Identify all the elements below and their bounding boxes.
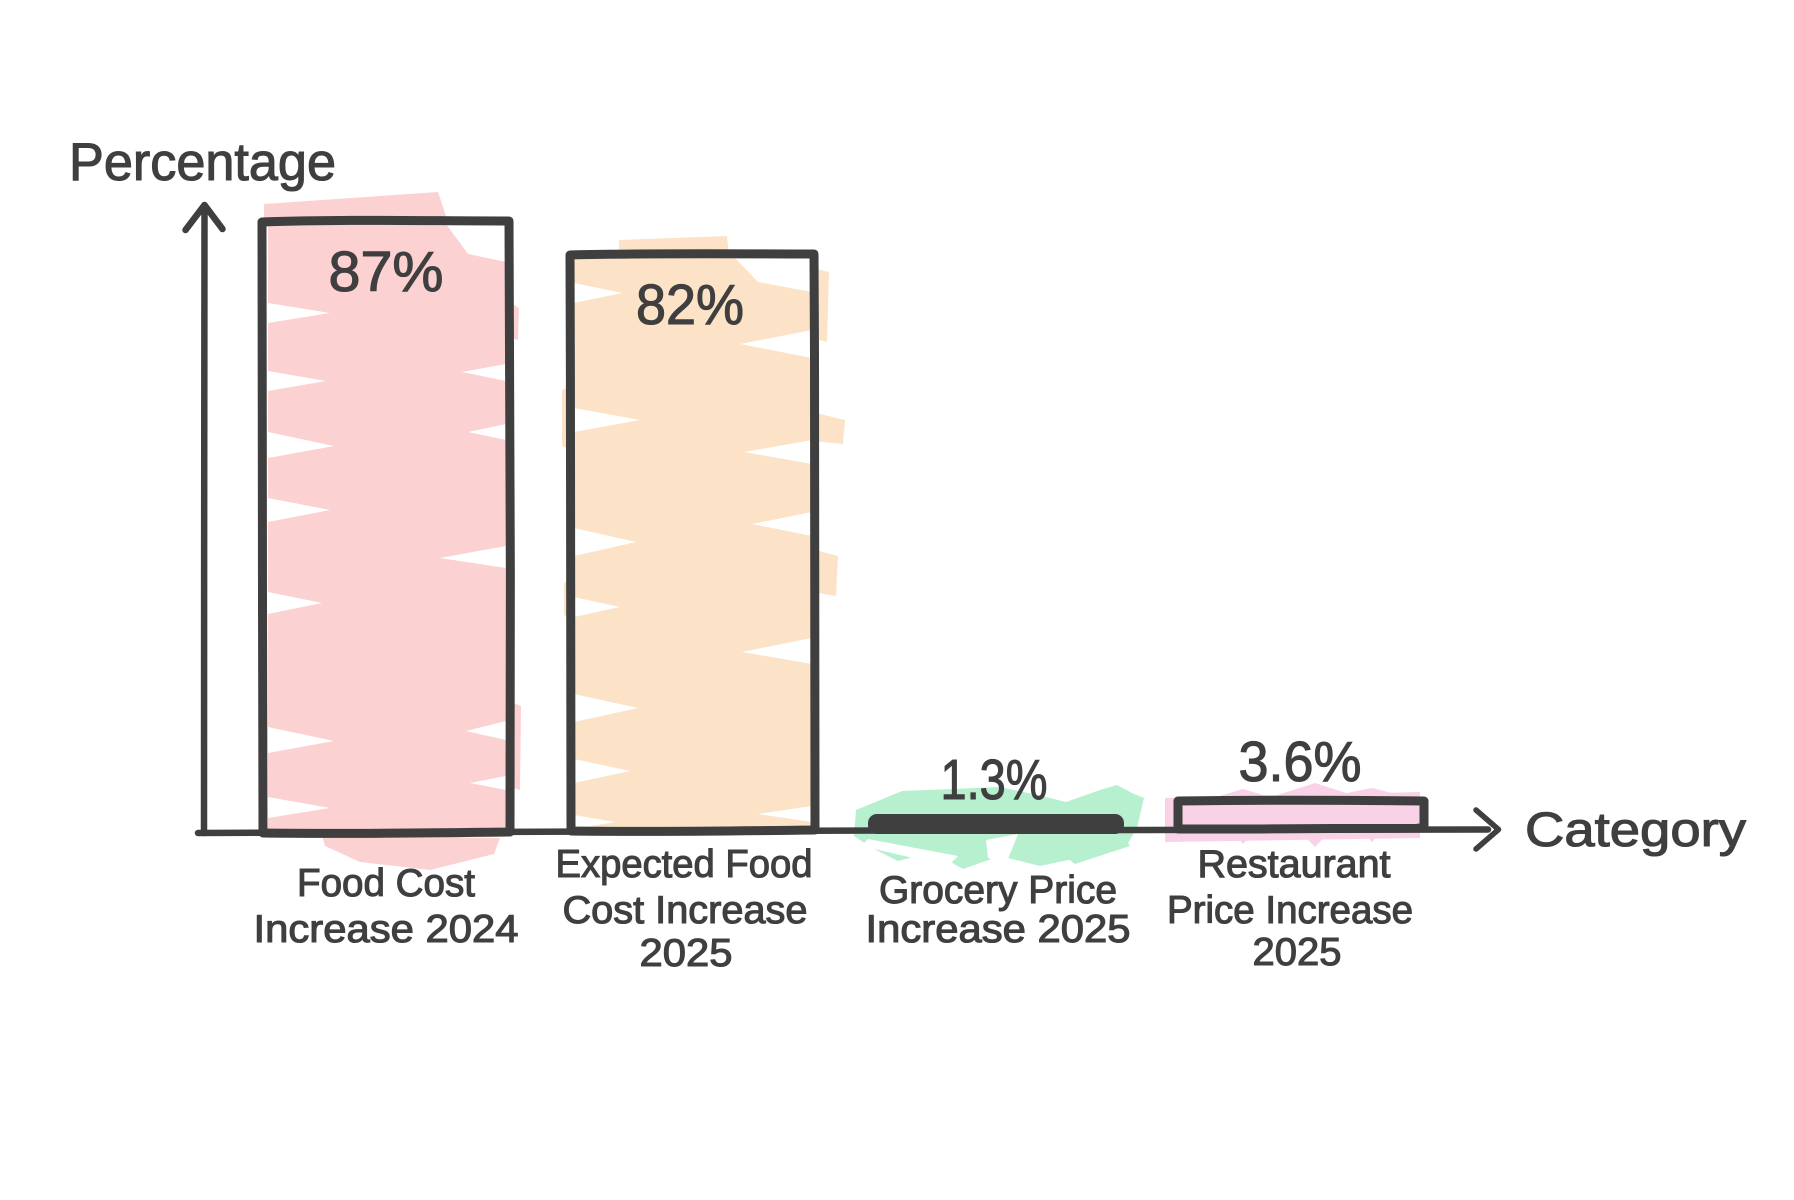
svg-text:Increase 2025: Increase 2025 [866, 908, 1131, 951]
svg-text:82%: 82% [636, 273, 744, 337]
svg-text:Price Increase: Price Increase [1167, 889, 1413, 932]
svg-text:Cost Increase: Cost Increase [563, 889, 808, 932]
svg-text:2025: 2025 [1253, 931, 1342, 974]
svg-text:Expected Food: Expected Food [556, 843, 813, 886]
svg-text:Increase 2024: Increase 2024 [254, 908, 519, 951]
svg-text:2025: 2025 [640, 932, 733, 975]
svg-text:Percentage: Percentage [69, 133, 336, 192]
svg-text:87%: 87% [329, 240, 444, 304]
svg-text:Restaurant: Restaurant [1198, 843, 1391, 886]
svg-text:1.3%: 1.3% [941, 748, 1048, 812]
svg-text:Grocery Price: Grocery Price [879, 869, 1117, 912]
svg-text:Food Cost: Food Cost [297, 862, 475, 905]
svg-text:Category: Category [1525, 804, 1746, 857]
svg-text:3.6%: 3.6% [1239, 730, 1362, 794]
